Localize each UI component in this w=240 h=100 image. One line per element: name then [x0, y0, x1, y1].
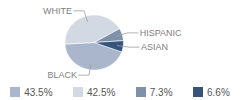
- html-text:42.5%: 42.5%: [87, 86, 116, 98]
- svg-text:BLACK: BLACK: [48, 70, 78, 80]
- html-text:6.6%: 6.6%: [207, 86, 230, 98]
- html-text:7.3%: 7.3%: [149, 86, 173, 98]
- html-text:43.5%: 43.5%: [24, 86, 53, 98]
- svg-text:ASIAN: ASIAN: [141, 42, 168, 52]
- svg-text:HISPANIC: HISPANIC: [140, 28, 182, 38]
- svg-text:WHITE: WHITE: [43, 6, 72, 16]
